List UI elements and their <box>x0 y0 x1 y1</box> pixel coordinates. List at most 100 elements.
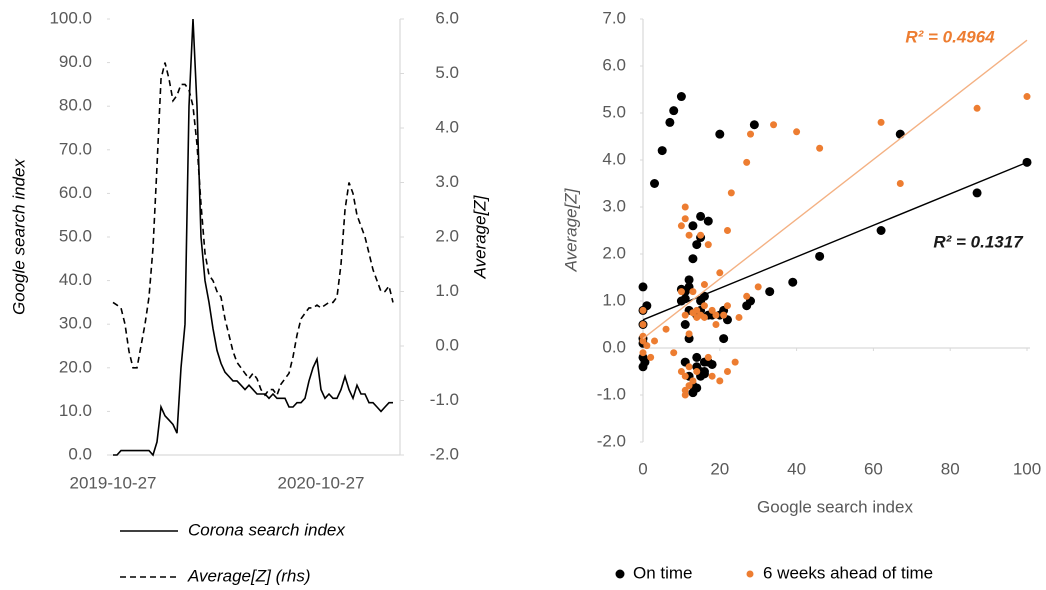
scatter-point <box>685 330 693 338</box>
scatter-point <box>727 189 735 197</box>
scatter-point <box>681 391 689 399</box>
scatter-point <box>680 320 690 329</box>
y2-tick-label: 4.0 <box>435 117 459 136</box>
y-tick-label: 20.0 <box>59 357 92 376</box>
scatter-point <box>688 221 698 231</box>
legend-label: 6 weeks ahead of time <box>763 563 933 582</box>
scatter-point <box>815 251 825 261</box>
scatter-point <box>700 313 708 321</box>
scatter-point <box>684 275 694 285</box>
x-tick-label: 2020-10-27 <box>278 473 365 492</box>
scatter-point <box>895 129 905 139</box>
y2-tick-label: -2.0 <box>430 444 459 463</box>
y2-tick-label: 6.0 <box>435 8 459 27</box>
scatter-point <box>712 311 720 319</box>
y-tick-label: 0.0 <box>602 337 626 356</box>
scatter-point <box>747 130 755 138</box>
y2-tick-label: 1.0 <box>435 281 459 300</box>
scatter-point <box>638 282 648 292</box>
y-tick-label: 3.0 <box>602 196 626 215</box>
y-tick-label: 40.0 <box>59 270 92 289</box>
scatter-point <box>639 306 647 314</box>
scatter-point <box>973 104 981 112</box>
scatter-point <box>743 158 751 166</box>
scatter-point <box>723 302 731 310</box>
scatter-point <box>712 321 720 328</box>
scatter-point <box>669 106 679 116</box>
scatter-point <box>696 211 706 221</box>
y-tick-label: 5.0 <box>602 102 626 121</box>
scatter-point <box>693 368 701 375</box>
scatter-point <box>685 231 693 239</box>
scatter-point <box>639 349 647 357</box>
scatter-point <box>681 311 689 319</box>
y-tick-label: 6.0 <box>602 55 626 74</box>
scatter-point <box>639 321 647 328</box>
scatter-point <box>640 357 650 367</box>
y-tick-label: 0.0 <box>68 444 92 463</box>
scatter-point <box>816 144 824 152</box>
scatter-point <box>896 180 904 187</box>
scatter-point <box>681 372 689 380</box>
scatter-point <box>662 325 670 333</box>
scatter-point <box>1023 93 1031 101</box>
scatter-point <box>723 227 731 234</box>
y-tick-label: 30.0 <box>59 314 92 333</box>
y2-tick-label: -1.0 <box>430 390 459 409</box>
y-tick-label: 7.0 <box>602 8 626 27</box>
x-tick-label: 80 <box>941 459 960 478</box>
scatter-point <box>685 363 693 371</box>
scatter-point <box>877 118 885 126</box>
trendline <box>642 161 1028 321</box>
scatter-point <box>689 377 697 385</box>
y-tick-label: -2.0 <box>597 431 626 450</box>
y-tick-label: 50.0 <box>59 226 92 245</box>
scatter-point <box>700 281 708 289</box>
scatter-point <box>665 117 675 127</box>
scatter-point <box>735 313 743 321</box>
x-tick-label: 60 <box>864 459 883 478</box>
x-tick-label: 20 <box>710 459 729 478</box>
scatter-point <box>788 277 798 287</box>
scatter-point <box>643 342 651 350</box>
scatter-point <box>723 368 731 375</box>
scatter-point <box>681 203 689 211</box>
y-tick-label: -1.0 <box>597 384 626 403</box>
scatter-point <box>716 377 724 385</box>
y2-tick-label: 0.0 <box>435 335 459 354</box>
legend-label: Average[Z] (rhs) <box>187 566 311 585</box>
scatter-point <box>749 120 759 130</box>
scatter-point <box>703 216 713 226</box>
scatter-point <box>639 337 647 345</box>
scatter-point <box>689 288 697 296</box>
scatter-point <box>670 349 678 357</box>
scatter-point <box>677 368 685 375</box>
scatter-point <box>699 369 709 379</box>
scatter-point <box>972 188 982 198</box>
scatter-point <box>719 334 729 344</box>
legend-label: Corona search index <box>188 520 345 539</box>
legend-label: On time <box>633 563 693 582</box>
y-tick-label: 4.0 <box>602 149 626 168</box>
y2-tick-label: 5.0 <box>435 63 459 82</box>
y2-axis-label: Average[Z] <box>470 194 489 279</box>
series-line <box>113 18 393 457</box>
scatter-point <box>677 288 685 296</box>
x-tick-label: 100 <box>1013 459 1041 478</box>
scatter-point <box>708 372 716 380</box>
scatter-point <box>676 92 686 102</box>
scatter-point <box>693 306 701 314</box>
y-tick-label: 100.0 <box>49 8 92 27</box>
scatter-point <box>720 311 728 319</box>
scatter-point <box>692 352 702 362</box>
series-line <box>112 62 394 397</box>
scatter-point <box>704 241 712 249</box>
scatter-point <box>651 337 659 345</box>
scatter-point <box>650 179 660 188</box>
y-axis-label: Average[Z] <box>561 187 580 272</box>
scatter-point <box>681 215 689 223</box>
y-axis-label: Google search index <box>9 159 28 315</box>
x-axis-label: Google search index <box>757 497 913 516</box>
r-squared-label: R² = 0.1317 <box>933 232 1024 251</box>
scatter-point <box>765 287 775 297</box>
